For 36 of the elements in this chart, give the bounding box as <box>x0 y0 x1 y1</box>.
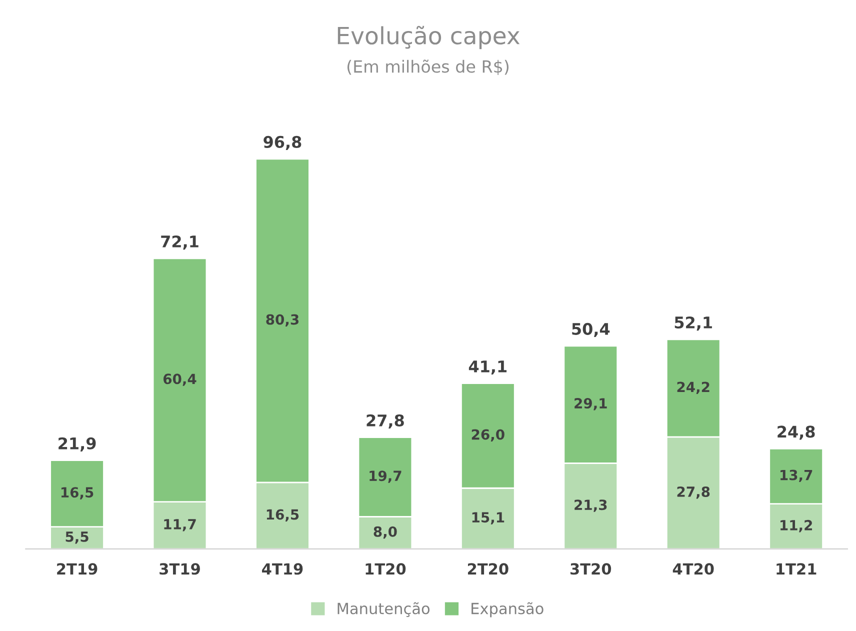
x-tick-label: 3T20 <box>570 563 612 575</box>
total-label: 52,1 <box>674 316 712 331</box>
x-tick-label: 4T20 <box>672 563 714 575</box>
data-label: 19,7 <box>370 470 402 483</box>
total-label: 41,1 <box>468 360 507 374</box>
legend-label: Manutenção <box>338 602 430 618</box>
x-tick-label: 2T19 <box>57 563 98 575</box>
total-label: 72,1 <box>161 235 198 250</box>
total-label: 21,9 <box>58 437 96 452</box>
chart-subtitle: (Em milhões de R$) <box>347 60 509 76</box>
data-label: 27,8 <box>677 486 710 499</box>
total-label: 24,8 <box>778 426 815 440</box>
total-label: 96,8 <box>264 136 302 150</box>
x-tick-label: 1T20 <box>366 563 406 575</box>
x-tick-label: 1T21 <box>776 563 816 574</box>
total-label: 27,8 <box>366 414 404 428</box>
data-label: 60,4 <box>163 374 196 386</box>
data-label: 16,5 <box>266 509 299 522</box>
data-label: 24,2 <box>677 382 710 394</box>
x-tick-label: 2T20 <box>468 563 508 575</box>
data-label: 21,3 <box>574 500 607 512</box>
x-tick-label: 4T19 <box>262 563 303 575</box>
data-label: 29,1 <box>574 398 607 410</box>
data-label: 8,0 <box>374 526 397 539</box>
x-tick-label: 3T19 <box>160 563 200 575</box>
data-label: 26,0 <box>472 429 504 442</box>
data-label: 5,5 <box>66 532 88 544</box>
data-label: 11,7 <box>164 519 196 532</box>
total-label: 50,4 <box>572 322 610 338</box>
legend-label: Expansão <box>472 602 544 618</box>
data-label: 15,1 <box>472 512 504 524</box>
data-label: 80,3 <box>266 314 299 326</box>
data-label: 16,5 <box>61 487 94 500</box>
chart-title: Evolução capex <box>338 26 520 50</box>
data-label: 13,7 <box>780 470 812 482</box>
data-label: 11,2 <box>780 520 812 532</box>
